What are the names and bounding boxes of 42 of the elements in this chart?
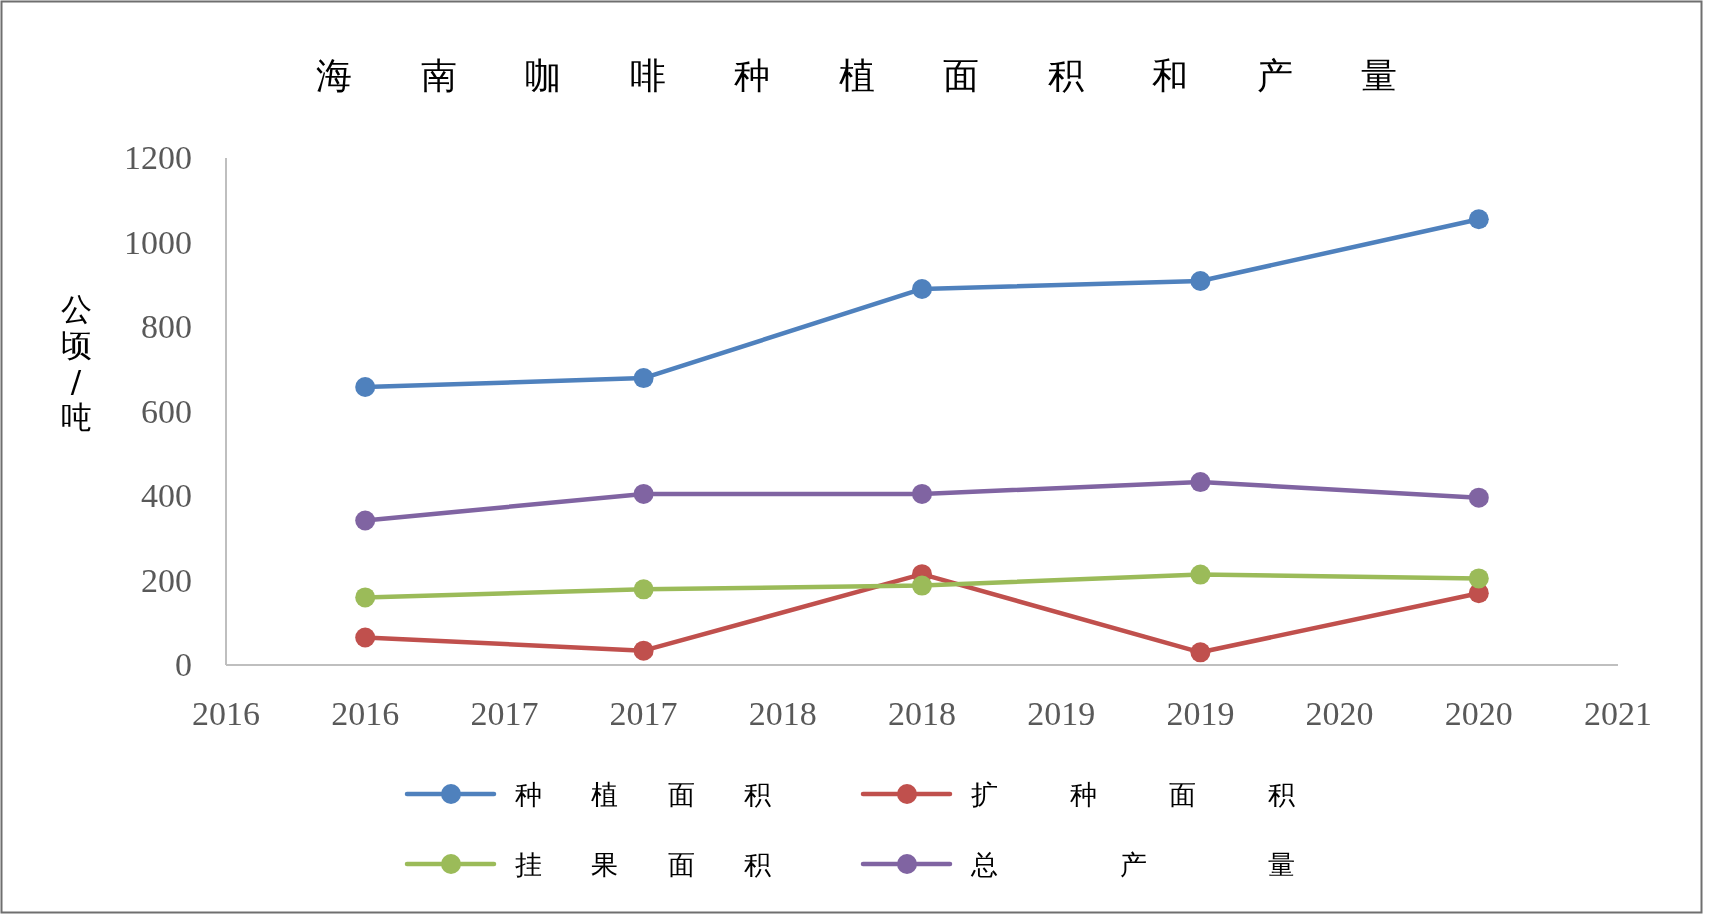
y-tick-label: 200 — [141, 561, 192, 599]
point — [355, 627, 376, 648]
x-tick-label: 2016 — [192, 695, 260, 732]
legend-label: 种 植 面 积 — [515, 779, 771, 810]
x-tick-label: 2017 — [609, 695, 678, 732]
x-tick-label: 2020 — [1444, 695, 1513, 732]
x-tick-label: 2018 — [748, 695, 817, 732]
point — [633, 579, 654, 600]
x-tick-label: 2018 — [888, 695, 956, 732]
y-tick-label: 600 — [141, 392, 192, 430]
x-tick-label: 2019 — [1166, 695, 1235, 732]
point — [912, 483, 932, 504]
point — [1190, 564, 1211, 585]
legend-label: 扩 种 面 积 — [971, 779, 1295, 810]
x-tick-label: 2021 — [1584, 695, 1652, 732]
point — [912, 278, 932, 299]
point — [633, 640, 654, 661]
y-tick-label: 800 — [141, 308, 192, 345]
point — [1468, 568, 1489, 589]
point — [1468, 487, 1489, 508]
x-tick-label: 2017 — [470, 695, 539, 732]
point — [1190, 472, 1211, 493]
point — [633, 368, 654, 389]
point — [355, 587, 376, 608]
chart-title: 海 南 咖 啡 种 植 面 积 和 产 量 — [316, 55, 1397, 96]
y-tick-label: 400 — [141, 477, 192, 514]
y-tick-label: 0 — [175, 646, 192, 683]
y-axis-title: 公顷/吨 — [60, 291, 92, 435]
x-tick-label: 2016 — [331, 695, 400, 732]
point — [633, 483, 654, 504]
y-tick-label: 1200 — [124, 139, 192, 176]
point — [355, 377, 376, 397]
point — [1468, 209, 1489, 230]
legend-label: 总 产 量 — [970, 849, 1295, 880]
point — [912, 575, 932, 596]
x-tick-label: 2019 — [1027, 695, 1096, 732]
point — [1190, 270, 1211, 291]
x-tick-label: 2020 — [1305, 695, 1374, 732]
y-tick-label: 1000 — [124, 223, 192, 261]
legend-label: 挂 果 面 积 — [515, 849, 771, 880]
point — [1190, 642, 1211, 663]
point — [355, 510, 376, 531]
